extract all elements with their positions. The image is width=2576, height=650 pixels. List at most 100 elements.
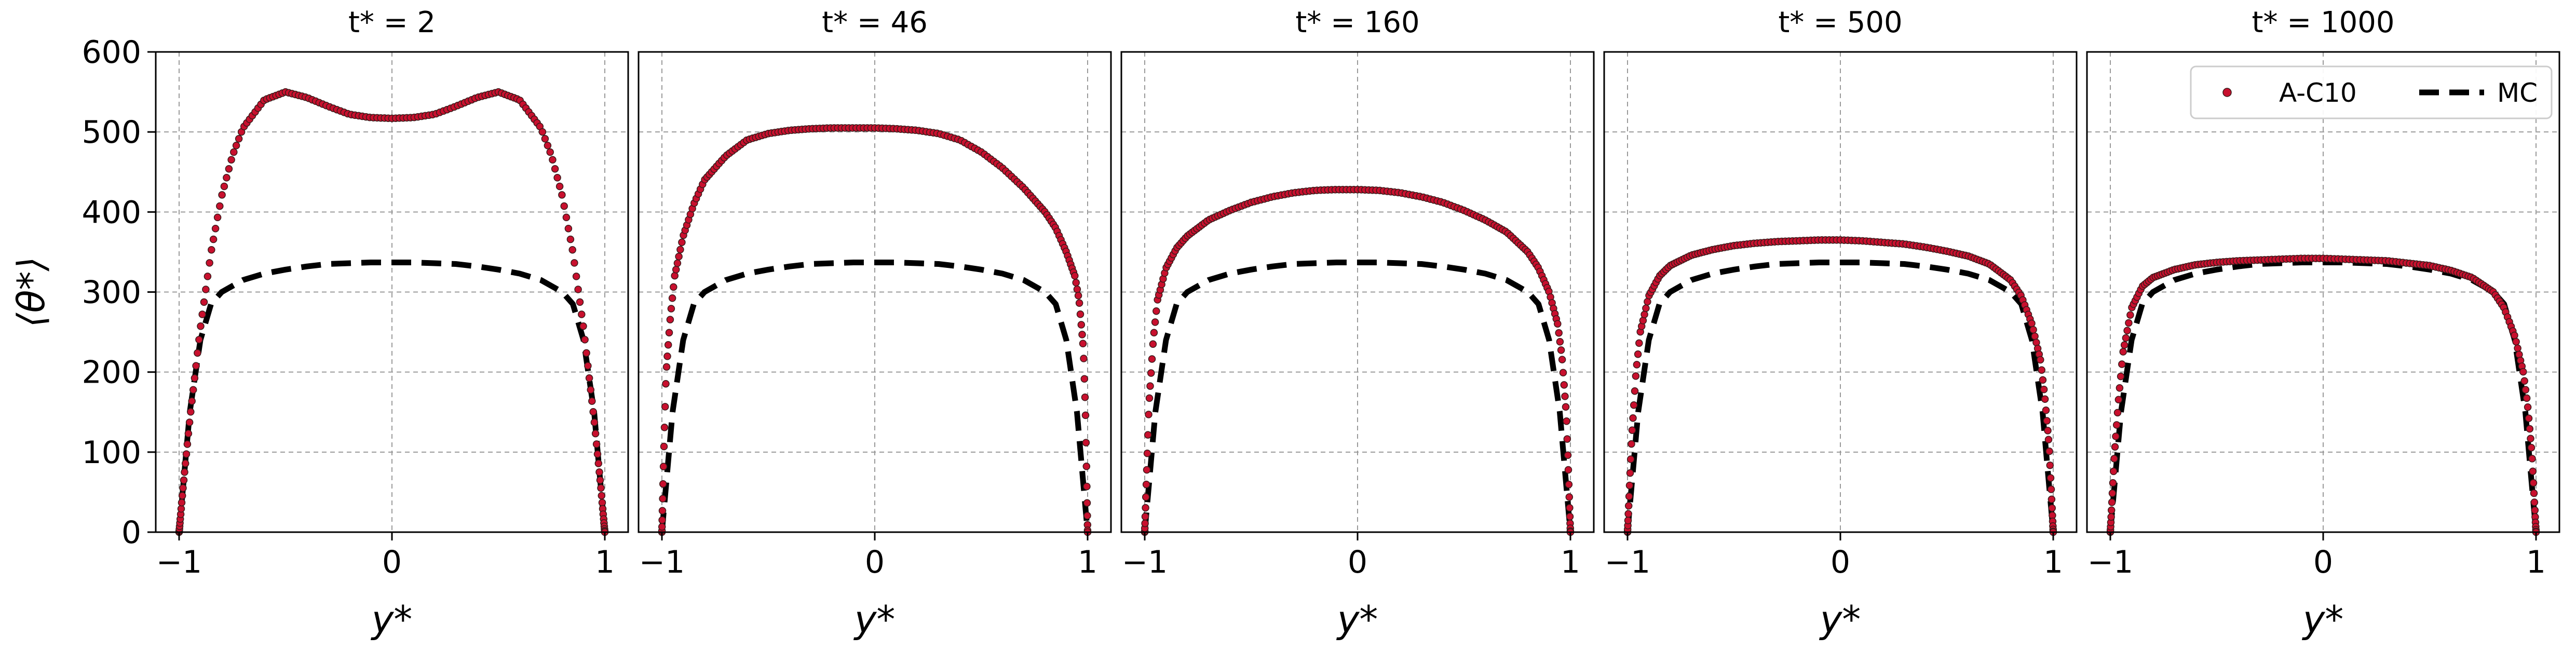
a-c10-point xyxy=(188,397,196,405)
a-c10-point xyxy=(1145,411,1153,418)
a-c10-point xyxy=(1624,510,1632,518)
a-c10-point xyxy=(2511,331,2518,340)
x-tick-label: −1 xyxy=(2087,544,2133,580)
panel-2: −1 0 1 y* t* = 46 xyxy=(638,6,1112,641)
a-c10-point xyxy=(1141,512,1149,521)
a-c10-point xyxy=(670,283,677,291)
a-c10-point xyxy=(1639,317,1647,324)
a-c10-point xyxy=(2116,384,2124,392)
a-c10-point xyxy=(2529,479,2538,487)
a-c10-point xyxy=(2048,504,2056,512)
panel-title: t* = 2 xyxy=(348,6,436,39)
a-c10-point xyxy=(555,182,564,191)
a-c10-point xyxy=(665,329,673,336)
a-c10-point xyxy=(200,298,208,306)
a-c10-point xyxy=(1145,394,1154,402)
a-c10-point xyxy=(562,213,571,222)
a-c10-point xyxy=(571,259,578,267)
x-tick-label: −1 xyxy=(639,544,685,580)
a-c10-point xyxy=(183,440,192,448)
panel-title: t* = 500 xyxy=(1778,6,1902,39)
x-tick-label: 1 xyxy=(2043,544,2063,580)
a-c10-point xyxy=(2032,338,2040,346)
panel-title: t* = 1000 xyxy=(2252,6,2395,39)
a-c10-point xyxy=(593,450,602,458)
a-c10-point xyxy=(2045,447,2053,455)
a-c10-point xyxy=(579,322,587,330)
a-c10-point xyxy=(2109,467,2118,476)
a-c10-point xyxy=(2043,417,2051,425)
a-c10-point xyxy=(2530,489,2538,497)
x-tick-label: 0 xyxy=(865,544,885,580)
a-c10-point xyxy=(1563,417,1570,425)
a-c10-point xyxy=(596,476,604,484)
a-c10-point xyxy=(574,286,582,293)
a-c10-point xyxy=(676,246,684,253)
a-c10-point xyxy=(208,246,215,254)
a-c10-series xyxy=(2106,254,2540,536)
a-c10-point xyxy=(216,202,224,210)
a-c10-point xyxy=(666,316,674,323)
a-c10-point xyxy=(195,335,203,344)
a-c10-point xyxy=(660,424,669,431)
a-c10-point xyxy=(2111,443,2119,451)
y-tick-label: 400 xyxy=(82,194,141,231)
a-c10-point xyxy=(581,335,589,344)
a-c10-point xyxy=(178,492,186,499)
a-c10-point xyxy=(1079,340,1087,348)
a-c10-point xyxy=(1559,369,1567,377)
a-c10-point xyxy=(2028,319,2036,328)
a-c10-point xyxy=(1554,320,1562,328)
a-c10-point xyxy=(598,492,606,499)
a-c10-point xyxy=(1082,439,1090,446)
a-c10-point xyxy=(668,294,676,302)
a-c10-point xyxy=(187,408,195,416)
a-c10-point xyxy=(185,418,194,426)
legend-label-a-c10: A-C10 xyxy=(2279,78,2357,108)
a-c10-point xyxy=(2120,341,2128,349)
a-c10-series xyxy=(175,88,609,536)
a-c10-point xyxy=(191,374,199,382)
a-c10-point xyxy=(220,182,228,191)
a-c10-point xyxy=(1083,482,1091,491)
a-c10-point xyxy=(578,310,586,318)
a-c10-point xyxy=(2107,506,2116,514)
a-c10-point xyxy=(197,322,205,330)
a-c10-point xyxy=(2519,368,2527,376)
a-c10-point xyxy=(2108,498,2116,506)
a-c10-point xyxy=(235,135,243,143)
a-c10-point xyxy=(1071,272,1079,280)
a-c10-point xyxy=(2520,377,2528,385)
mc-series-line xyxy=(2107,260,2539,533)
a-c10-point xyxy=(560,202,568,210)
a-c10-point xyxy=(181,468,188,476)
mc-series-line xyxy=(176,260,608,533)
a-c10-point xyxy=(1146,382,1154,390)
a-c10-point xyxy=(2527,444,2536,452)
a-c10-point xyxy=(1566,504,1574,512)
a-c10-point xyxy=(1083,499,1091,507)
a-c10-point xyxy=(2046,474,2055,482)
a-c10-point xyxy=(541,135,549,143)
a-c10-point xyxy=(2039,376,2047,384)
a-c10-point xyxy=(1561,392,1569,400)
x-axis-label: y* xyxy=(1819,598,1861,641)
a-c10-point xyxy=(1565,493,1574,501)
a-c10-point xyxy=(177,505,185,513)
x-tick-label: 1 xyxy=(1078,544,1097,580)
a-c10-point xyxy=(658,507,667,514)
a-c10-point xyxy=(592,440,601,448)
a-c10-point xyxy=(1556,338,1564,346)
a-c10-point xyxy=(1628,440,1635,448)
a-c10-point xyxy=(1081,393,1089,401)
panel-5: −1 0 1 y* t* = 1000 xyxy=(2086,6,2560,641)
a-c10-point xyxy=(566,235,575,243)
a-c10-point xyxy=(2528,455,2536,463)
a-c10-point xyxy=(1142,493,1150,501)
a-c10-point xyxy=(2119,348,2127,356)
x-tick-label: −1 xyxy=(1122,544,1168,580)
a-c10-point xyxy=(595,468,603,476)
x-tick-label: 0 xyxy=(382,544,402,580)
a-c10-point xyxy=(1149,340,1157,348)
panel-title: t* = 46 xyxy=(822,6,928,39)
